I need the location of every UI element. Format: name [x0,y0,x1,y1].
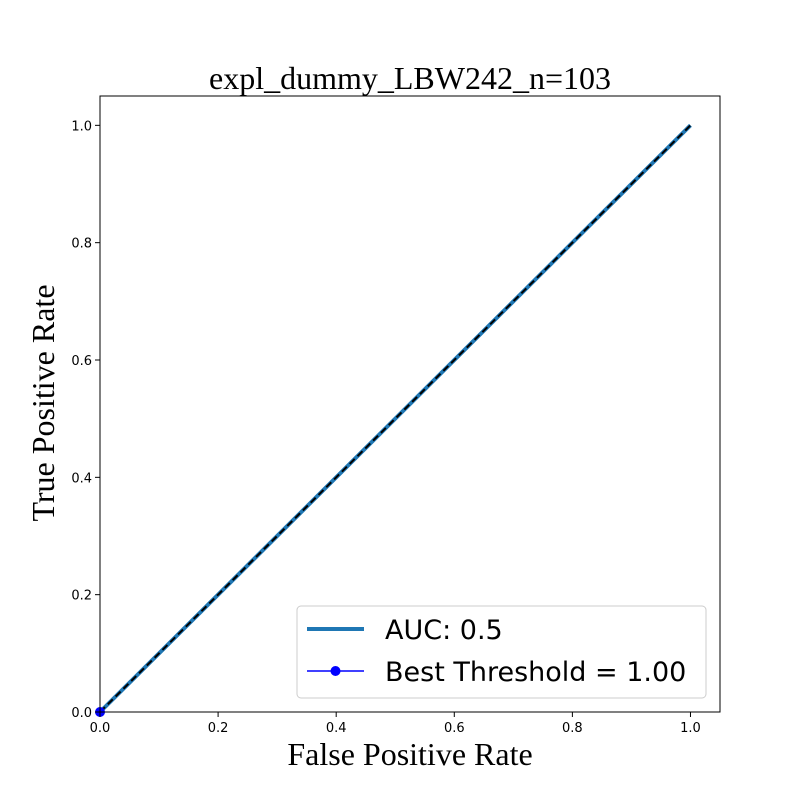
legend-box [296,605,707,699]
x-tick-label: 0.6 [444,721,465,736]
legend-label: Best Threshold = 1.00 [385,657,686,688]
reference-diagonal-line [99,124,692,713]
y-tick-label: 0.6 [71,354,92,369]
axes-frame [99,95,721,713]
x-tick-label: 0.2 [208,721,229,736]
y-tick-label: 0.2 [71,589,92,604]
legend-label: AUC: 0.5 [385,615,503,646]
plot-area: 0.0 0.2 0.4 0.6 0.8 1.0 0.0 0.2 0.4 0.6 0.8 1.0 AUC:… [71,95,721,736]
y-tick-label: 0.0 [71,706,92,721]
x-tick-label: 0.8 [562,721,583,736]
x-tick-label: 0.0 [90,721,111,736]
x-tick-label: 0.4 [326,721,347,736]
legend: AUC: 0.5 Best Threshold = 1.00 [296,605,707,699]
x-axis-label: False Positive Rate [287,736,532,772]
legend-swatch-marker [330,666,341,676]
y-tick-label: 0.8 [71,237,92,252]
chart-title: expl_dummy_LBW242_n=103 [209,60,611,96]
y-tick-label: 1.0 [71,119,92,134]
y-axis-label: True Positive Rate [25,284,61,521]
y-tick-label: 0.4 [71,471,92,486]
x-tick-label: 1.0 [680,721,701,736]
